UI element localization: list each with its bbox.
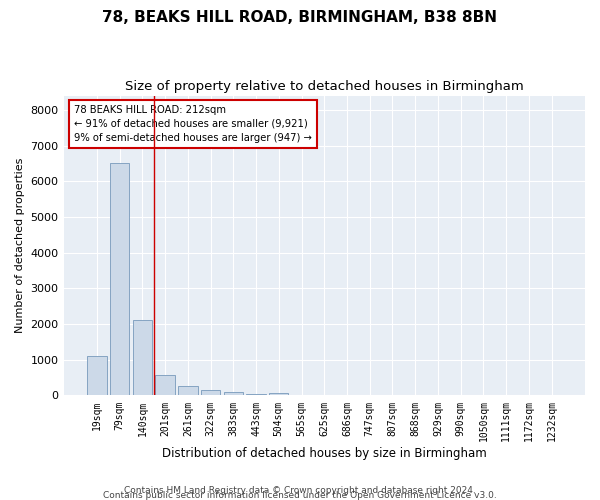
Bar [87,356,107,396]
Title: Size of property relative to detached houses in Birmingham: Size of property relative to detached ho… [125,80,524,93]
Bar [269,394,289,396]
Bar [201,390,220,396]
Text: 78 BEAKS HILL ROAD: 212sqm
← 91% of detached houses are smaller (9,921)
9% of se: 78 BEAKS HILL ROAD: 212sqm ← 91% of deta… [74,104,312,142]
X-axis label: Distribution of detached houses by size in Birmingham: Distribution of detached houses by size … [162,447,487,460]
Text: Contains HM Land Registry data © Crown copyright and database right 2024.: Contains HM Land Registry data © Crown c… [124,486,476,495]
Bar [110,164,130,396]
Bar [133,320,152,396]
Y-axis label: Number of detached properties: Number of detached properties [15,158,25,333]
Text: Contains public sector information licensed under the Open Government Licence v3: Contains public sector information licen… [103,491,497,500]
Bar [247,394,266,396]
Text: 78, BEAKS HILL ROAD, BIRMINGHAM, B38 8BN: 78, BEAKS HILL ROAD, BIRMINGHAM, B38 8BN [103,10,497,25]
Bar [224,392,243,396]
Bar [178,386,197,396]
Bar [155,375,175,396]
